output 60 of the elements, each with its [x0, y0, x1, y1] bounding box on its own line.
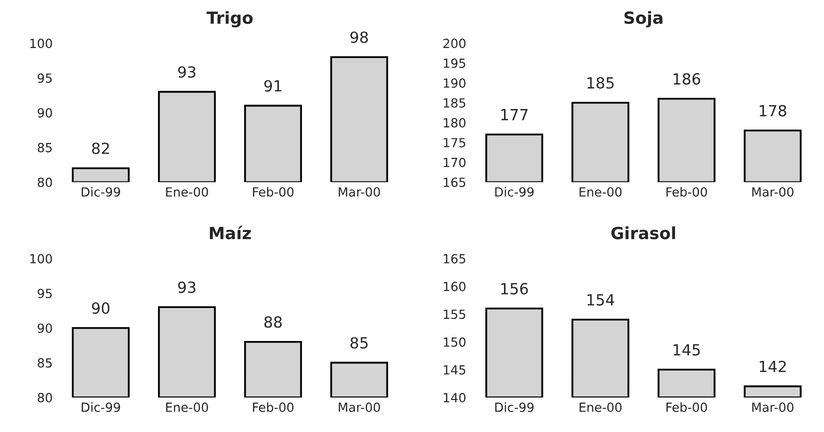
- chart-title: Girasol: [611, 226, 676, 240]
- x-tick-label: Dic-99: [82, 186, 120, 197]
- data-label: 85: [350, 337, 368, 349]
- y-tick-label: 165: [444, 178, 466, 188]
- x-tick-label: Mar-00: [752, 402, 794, 412]
- data-label: 142: [760, 360, 786, 372]
- y-tick-label: 80: [38, 178, 52, 188]
- data-label: 154: [587, 294, 614, 306]
- chart-title: Maíz: [210, 226, 251, 240]
- data-label: 98: [350, 31, 368, 44]
- x-tick-label: Ene-00: [580, 187, 622, 197]
- y-tick-label: 140: [444, 392, 466, 402]
- y-tick-label: 100: [30, 254, 52, 264]
- y-tick-label: 185: [444, 98, 466, 108]
- y-tick-label: 170: [444, 158, 466, 168]
- y-tick-label: 80: [38, 392, 52, 402]
- y-tick-label: 100: [30, 38, 52, 48]
- chart-title: Soja: [624, 11, 662, 28]
- y-tick-label: 175: [444, 138, 466, 148]
- y-tick-label: 200: [443, 38, 466, 48]
- x-tick-label: Feb-00: [666, 186, 707, 197]
- data-label: 93: [178, 282, 196, 294]
- x-tick-label: Mar-00: [752, 187, 794, 197]
- y-tick-label: 155: [444, 310, 466, 320]
- x-tick-label: Ene-00: [580, 402, 622, 412]
- y-tick-label: 95: [38, 73, 52, 83]
- x-tick-label: Dic-99: [495, 186, 534, 197]
- y-tick-label: 160: [444, 282, 466, 292]
- data-label: 82: [92, 142, 109, 154]
- y-tick-label: 90: [38, 108, 52, 118]
- y-tick-label: 95: [38, 288, 52, 298]
- data-label: 88: [264, 316, 282, 328]
- x-tick-label: Mar-00: [338, 187, 380, 197]
- x-tick-label: Dic-99: [495, 402, 534, 412]
- data-label: 185: [587, 77, 614, 89]
- data-label: 178: [760, 104, 786, 116]
- x-tick-label: Ene-00: [166, 187, 208, 197]
- data-label: 177: [501, 109, 528, 120]
- y-tick-label: 85: [38, 142, 52, 152]
- x-tick-label: Feb-00: [253, 186, 294, 197]
- chart-title: Trigo: [206, 11, 253, 28]
- x-tick-label: Ene-00: [166, 402, 208, 412]
- y-tick-label: 150: [444, 337, 466, 347]
- y-tick-label: 85: [38, 358, 52, 368]
- y-tick-label: 195: [444, 58, 466, 68]
- data-label: 90: [92, 302, 110, 314]
- x-tick-label: Dic-99: [82, 402, 120, 412]
- y-tick-label: 190: [444, 78, 466, 88]
- x-tick-label: Feb-00: [666, 402, 707, 412]
- y-tick-label: 90: [38, 323, 52, 333]
- data-label: 145: [674, 344, 700, 356]
- y-tick-label: 165: [444, 254, 466, 264]
- x-tick-label: Feb-00: [253, 402, 294, 412]
- data-label: 156: [501, 282, 528, 294]
- data-label: 91: [264, 80, 282, 92]
- y-tick-label: 145: [444, 365, 466, 375]
- data-label: 186: [674, 73, 700, 85]
- x-tick-label: Mar-00: [338, 402, 380, 412]
- y-tick-label: 180: [444, 118, 466, 128]
- data-label: 93: [178, 66, 196, 78]
